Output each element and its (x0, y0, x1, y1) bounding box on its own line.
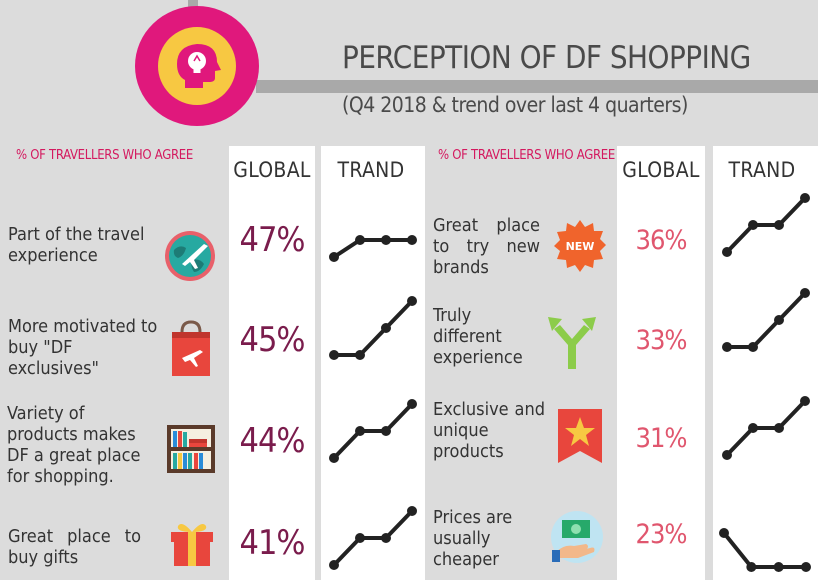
trend-line (332, 509, 414, 567)
left-trend-panel (321, 146, 425, 580)
trend-point (774, 423, 784, 433)
statement-label: Variety of products makes DF a great pla… (7, 403, 141, 487)
trend-point (381, 426, 391, 436)
trend-line (725, 399, 807, 457)
trend-point (407, 296, 417, 306)
statement-label: Great place to try new brands (433, 215, 540, 278)
trend-line (725, 196, 807, 254)
trend-sparkline (329, 235, 417, 262)
statement-label: Truly different experience (433, 305, 523, 368)
global-percent: 44% (239, 421, 306, 461)
trend-line (727, 291, 807, 349)
left-global-panel (229, 146, 315, 580)
right-trend-panel (713, 146, 818, 580)
shopping-bag-plane-icon (172, 320, 210, 376)
statement-label: Part of the travel experience (8, 224, 145, 266)
trend-point (773, 562, 784, 572)
trend-point (722, 247, 732, 257)
left-trend-header: TRAND (337, 158, 405, 182)
trend-sparkline (722, 396, 810, 460)
global-percent: 33% (635, 325, 688, 356)
statement-label: More motivated to buy "DF exclusives" (8, 316, 158, 379)
trend-line (722, 531, 806, 569)
global-percent: 23% (635, 519, 688, 550)
trend-point (381, 533, 391, 543)
statement-label: Exclusive and unique products (433, 399, 545, 462)
trend-point (355, 533, 365, 543)
trend-point (355, 350, 365, 360)
trend-line (334, 299, 414, 357)
trend-point (722, 450, 732, 460)
trend-point (355, 235, 365, 245)
right-global-panel (617, 146, 705, 580)
trend-sparkline (329, 296, 417, 360)
right-agree-header: % OF TRAVELLERS WHO AGREE (438, 148, 615, 163)
trend-point (407, 399, 417, 409)
trend-point (381, 323, 391, 333)
trend-point (800, 193, 810, 203)
trend-point (748, 342, 758, 352)
trend-point (722, 342, 732, 352)
global-percent: 41% (239, 523, 306, 563)
globe-plane-icon (165, 231, 215, 281)
trend-point (800, 288, 810, 298)
head-lightbulb-icon (158, 27, 236, 105)
trend-point (800, 396, 810, 406)
trend-line (332, 238, 412, 259)
trend-sparkline (329, 506, 417, 570)
new-badge-icon: NEW (554, 220, 606, 272)
bookshelf-icon (167, 425, 215, 473)
trend-point (407, 235, 417, 245)
gift-box-icon (171, 524, 213, 566)
trend-point (329, 560, 339, 570)
trend-point (407, 506, 417, 516)
page-subtitle: (Q4 2018 & trend over last 4 quarters) (342, 93, 688, 117)
star-ribbon-icon (558, 409, 602, 463)
header-bar (256, 80, 818, 93)
trend-point (355, 426, 365, 436)
trend-point (329, 252, 339, 262)
trend-point (801, 562, 811, 572)
global-percent: 36% (635, 225, 688, 256)
split-arrow-icon (548, 317, 596, 369)
svg-text:NEW: NEW (566, 240, 595, 253)
trend-line (332, 402, 414, 460)
left-global-header: GLOBAL (233, 158, 311, 182)
trend-point (381, 235, 391, 245)
trend-sparkline (722, 288, 810, 352)
trend-sparkline (722, 193, 810, 257)
global-percent: 45% (239, 320, 306, 360)
trend-point (774, 315, 784, 325)
trend-sparkline (329, 399, 417, 463)
right-trend-header: TRAND (728, 158, 796, 182)
header-pin (188, 0, 198, 8)
trend-point (748, 423, 758, 433)
right-global-header: GLOBAL (622, 158, 700, 182)
trend-point (719, 528, 729, 538)
money-hand-icon (551, 511, 603, 563)
global-percent: 47% (239, 220, 306, 260)
global-percent: 31% (635, 423, 688, 454)
trend-sparkline (719, 528, 811, 572)
statement-label: Prices are usually cheaper (433, 507, 513, 570)
trend-point (329, 453, 339, 463)
trend-point (746, 562, 757, 572)
left-agree-header: % OF TRAVELLERS WHO AGREE (16, 148, 193, 163)
statement-label: Great place to buy gifts (8, 526, 141, 568)
trend-point (748, 220, 758, 230)
trend-point (774, 220, 784, 230)
logo (135, 6, 259, 126)
page-title: PERCEPTION OF DF SHOPPING (342, 40, 751, 76)
trend-point (329, 350, 339, 360)
